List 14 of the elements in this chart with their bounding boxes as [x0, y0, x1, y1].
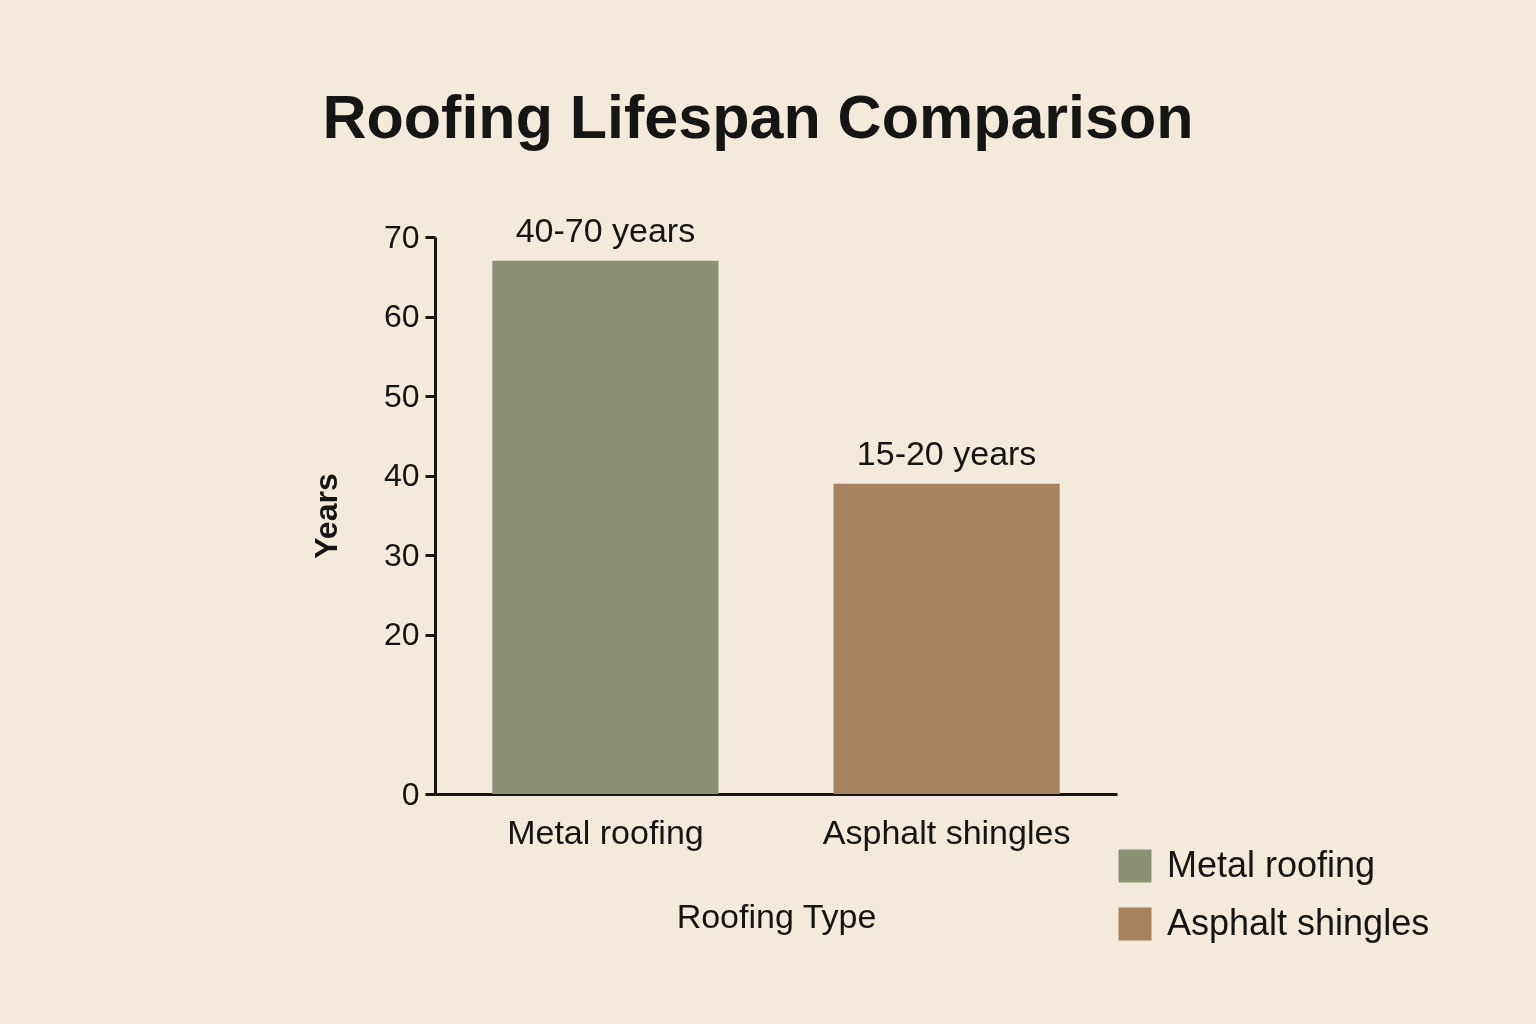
y-tick-label: 60 — [383, 298, 420, 335]
y-tick-label: 0 — [401, 775, 420, 812]
y-axis-title: Years — [307, 473, 344, 559]
data-label: 15-20 years — [856, 433, 1037, 472]
y-tick-label: 30 — [383, 536, 420, 573]
x-axis-title: Roofing Type — [676, 896, 877, 935]
chart-title: Roofing Lifespan Comparison — [322, 82, 1194, 151]
legend-label: Metal roofing — [1167, 844, 1376, 885]
data-label: 40-70 years — [515, 210, 696, 249]
y-tick-label: 50 — [383, 377, 420, 414]
y-tick-label: 40 — [383, 457, 420, 494]
y-tick-label: 20 — [383, 616, 420, 653]
y-tick-label: 70 — [383, 218, 420, 255]
legend-label: Asphalt shingles — [1167, 902, 1430, 943]
